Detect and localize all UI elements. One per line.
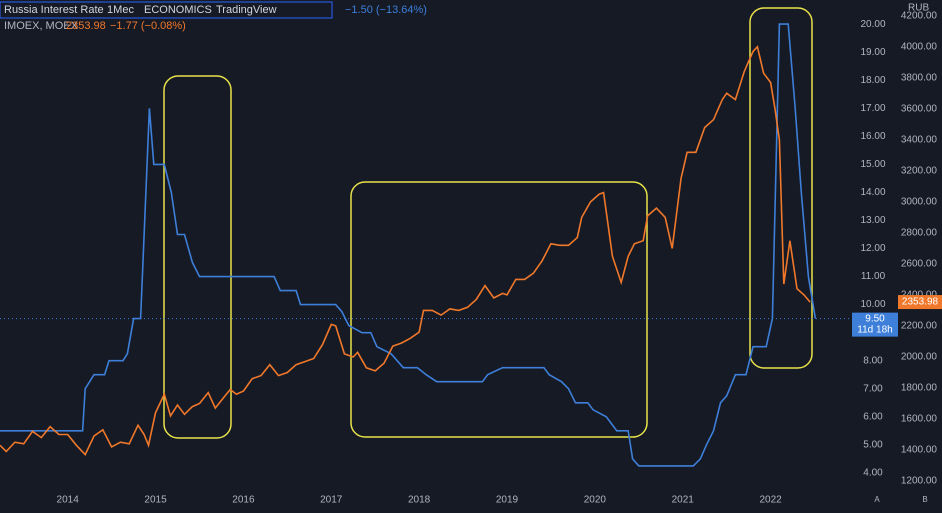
y2-tick-label: 4000.00 <box>901 41 938 52</box>
x-tick-label: 2020 <box>584 495 607 506</box>
y2-tick-label: 3200.00 <box>901 166 938 177</box>
highlight-box <box>350 181 648 438</box>
y-tick-label: 15.00 <box>860 159 885 170</box>
highlight-box <box>163 75 232 439</box>
x-tick-label: 2019 <box>496 495 519 506</box>
price-label: 2353.98 <box>902 297 939 308</box>
x-tick-label: 2014 <box>57 495 80 506</box>
axis-button[interactable]: A <box>874 495 880 504</box>
y-tick-label: 12.00 <box>860 243 885 254</box>
y2-tick-label: 2200.00 <box>901 321 938 332</box>
y-tick-label: 17.00 <box>860 103 885 114</box>
legend-brand: TradingView <box>216 4 277 16</box>
y-tick-label: 13.00 <box>860 215 885 226</box>
x-tick-label: 2015 <box>144 495 167 506</box>
y-tick-label: 16.00 <box>860 131 885 142</box>
legend-interval: 1Мес <box>107 4 135 16</box>
legend-selection <box>0 1 333 19</box>
y-tick-label: 5.00 <box>863 439 883 450</box>
x-tick-label: 2016 <box>232 495 255 506</box>
axis-button[interactable]: B <box>922 495 927 504</box>
legend-change: −1.77 (−0.08%) <box>110 20 186 32</box>
x-tick-label: 2022 <box>759 495 782 506</box>
x-tick-label: 2017 <box>320 495 343 506</box>
legend-series: IMOEX, MOEX <box>4 20 79 32</box>
price-countdown: 11d 18h <box>857 324 892 335</box>
y2-tick-label: 3000.00 <box>901 197 938 208</box>
x-tick-label: 2018 <box>408 495 431 506</box>
price-label-box <box>852 312 898 337</box>
y2-tick-label: 3600.00 <box>901 103 938 114</box>
y2-tick-label: 3800.00 <box>901 72 938 83</box>
series-line <box>0 23 817 467</box>
legend-value: 2353.98 <box>66 20 106 32</box>
series-line <box>0 45 811 456</box>
y2-tick-label: 2800.00 <box>901 228 938 239</box>
y-tick-label: 6.00 <box>863 411 883 422</box>
y2-tick-label: 3400.00 <box>901 135 938 146</box>
price-label-box <box>898 295 942 310</box>
y-tick-label: 8.00 <box>863 355 883 366</box>
y-tick-label: 18.00 <box>860 75 885 86</box>
y-tick-label: 4.00 <box>863 468 883 479</box>
axis-unit[interactable]: RUB <box>908 3 929 14</box>
price-label: 9.50 <box>865 313 885 324</box>
legend-title: Russia Interest Rate <box>4 4 104 16</box>
y2-tick-label: 1800.00 <box>901 383 938 394</box>
y-tick-label: 14.00 <box>860 187 885 198</box>
legend-change: −1.50 (−13.64%) <box>345 4 427 16</box>
highlight-box <box>749 7 813 369</box>
y-tick-label: 19.00 <box>860 47 885 58</box>
legend-source: ECONOMICS <box>144 4 212 16</box>
y2-tick-label: 2000.00 <box>901 352 938 363</box>
y-tick-label: 7.00 <box>863 383 883 394</box>
axes: 2014 2015 2016 2017 2018 2019 2020 2021 2022 4.00… <box>57 10 938 505</box>
y2-tick-label: 1600.00 <box>901 414 938 425</box>
y-tick-label: 11.00 <box>861 271 886 282</box>
y-tick-label: 20.00 <box>860 19 885 30</box>
y2-tick-label: 1200.00 <box>901 476 938 487</box>
y2-tick-label: 2600.00 <box>901 259 938 270</box>
y2-tick-label: 4200.00 <box>901 10 938 21</box>
y-tick-label: 10.00 <box>860 299 885 310</box>
x-tick-label: 2021 <box>672 495 695 506</box>
y2-tick-label: 1400.00 <box>901 445 938 456</box>
